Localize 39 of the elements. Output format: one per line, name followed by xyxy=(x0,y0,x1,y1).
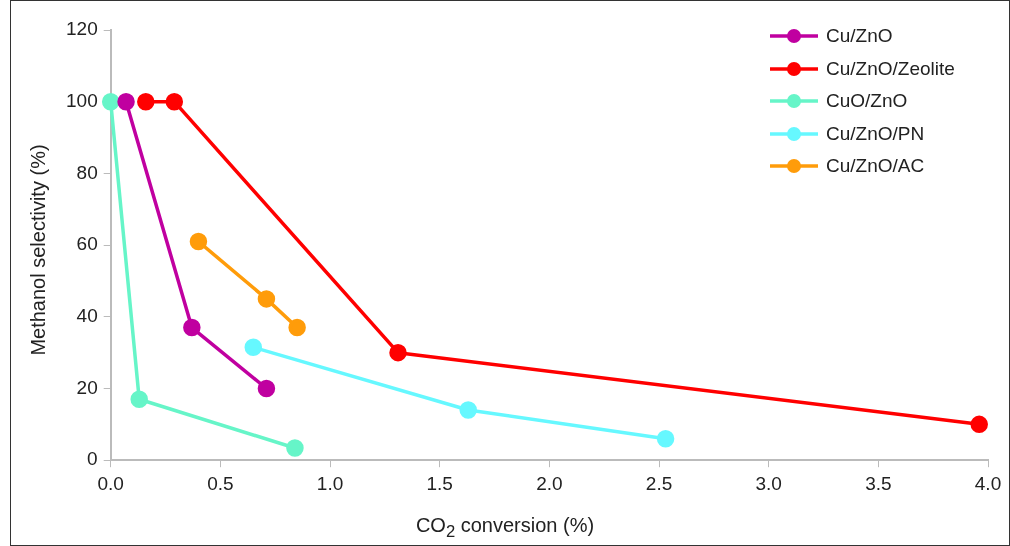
x-tick-label: 3.5 xyxy=(865,472,892,494)
legend-label: Cu/ZnO/Zeolite xyxy=(826,57,955,80)
legend-label: Cu/ZnO/AC xyxy=(826,155,925,178)
y-tick-label: 40 xyxy=(76,305,98,327)
y-axis-title: Methanol selectivity (%) xyxy=(26,144,50,356)
x-axis-title: CO$_{2}$ conversion (%) xyxy=(414,514,596,542)
x-tick-label: 2.0 xyxy=(536,472,563,494)
y-tick-label: 60 xyxy=(76,233,98,255)
legend-label: Cu/ZnO/PN xyxy=(826,122,925,145)
point xyxy=(101,92,120,111)
legend-label: Cu/ZnO xyxy=(826,25,893,48)
point xyxy=(459,401,477,419)
y-tick-label: 120 xyxy=(66,18,98,40)
legend-label: CuO/ZnO xyxy=(826,90,908,113)
point xyxy=(117,92,135,111)
y-tick-label: 80 xyxy=(76,161,98,183)
y-tick-label: 20 xyxy=(76,376,98,398)
point xyxy=(286,439,304,457)
x-tick-label: 0.0 xyxy=(97,472,124,494)
point xyxy=(165,92,184,111)
y-tick-label: 100 xyxy=(66,89,98,111)
x-tick-label: 1.0 xyxy=(316,472,344,494)
x-tick-label: 4.0 xyxy=(974,472,1002,494)
point xyxy=(130,390,148,409)
point xyxy=(244,338,263,357)
point xyxy=(183,318,201,337)
y-tick-label: 0 xyxy=(87,448,98,470)
point xyxy=(257,379,276,398)
point xyxy=(656,429,675,448)
point xyxy=(189,232,208,251)
x-tick-label: 3.0 xyxy=(755,472,782,494)
point xyxy=(389,343,407,362)
x-tick-label: 2.5 xyxy=(645,472,673,494)
point xyxy=(137,92,155,111)
point xyxy=(288,318,306,337)
x-tick-label: 1.5 xyxy=(426,472,453,494)
point xyxy=(257,290,276,308)
x-tick-label: 0.5 xyxy=(207,472,234,494)
point xyxy=(970,415,988,434)
